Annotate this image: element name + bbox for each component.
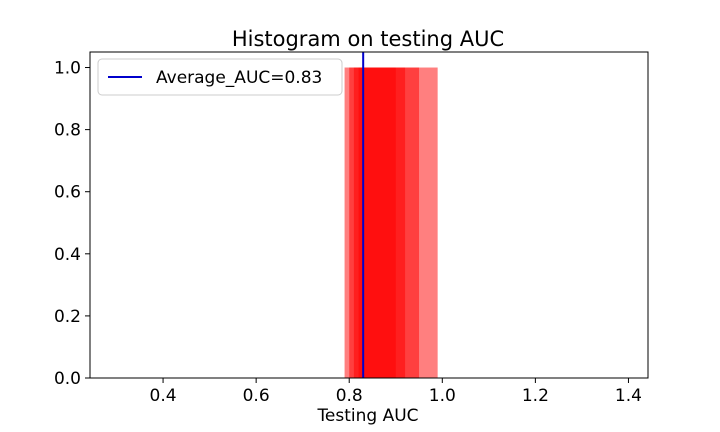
ticks-layer: 0.4 0.6 0.8 1.0 1.2 1.4 0.0 0.2 0.4 0.6 0.8 1.0	[54, 59, 642, 406]
y-tick-label: 0.0	[54, 369, 81, 389]
y-tick-label: 0.4	[54, 245, 81, 265]
x-tick-label: 0.6	[243, 386, 270, 406]
x-tick-label: 0.8	[336, 386, 363, 406]
x-tick-label: 0.4	[150, 386, 177, 406]
x-tick-label: 1.0	[429, 386, 456, 406]
y-tick-label: 1.0	[54, 59, 81, 79]
bars-layer	[344, 67, 438, 379]
x-axis-label: Testing AUC	[316, 406, 418, 426]
legend: Average_AUC=0.83	[97, 58, 343, 96]
chart-title: Histogram on testing AUC	[232, 27, 504, 51]
y-tick-label: 0.6	[54, 183, 81, 203]
y-tick-label: 0.8	[54, 121, 81, 141]
legend-box	[97, 58, 343, 96]
x-tick-label: 1.4	[615, 386, 642, 406]
axes-layer	[89, 51, 649, 379]
legend-label: Average_AUC=0.83	[156, 68, 322, 88]
y-tick-label: 0.2	[54, 307, 81, 327]
plot-frame	[89, 51, 649, 379]
histogram-bar-4	[358, 67, 396, 379]
x-tick-label: 1.2	[522, 386, 549, 406]
